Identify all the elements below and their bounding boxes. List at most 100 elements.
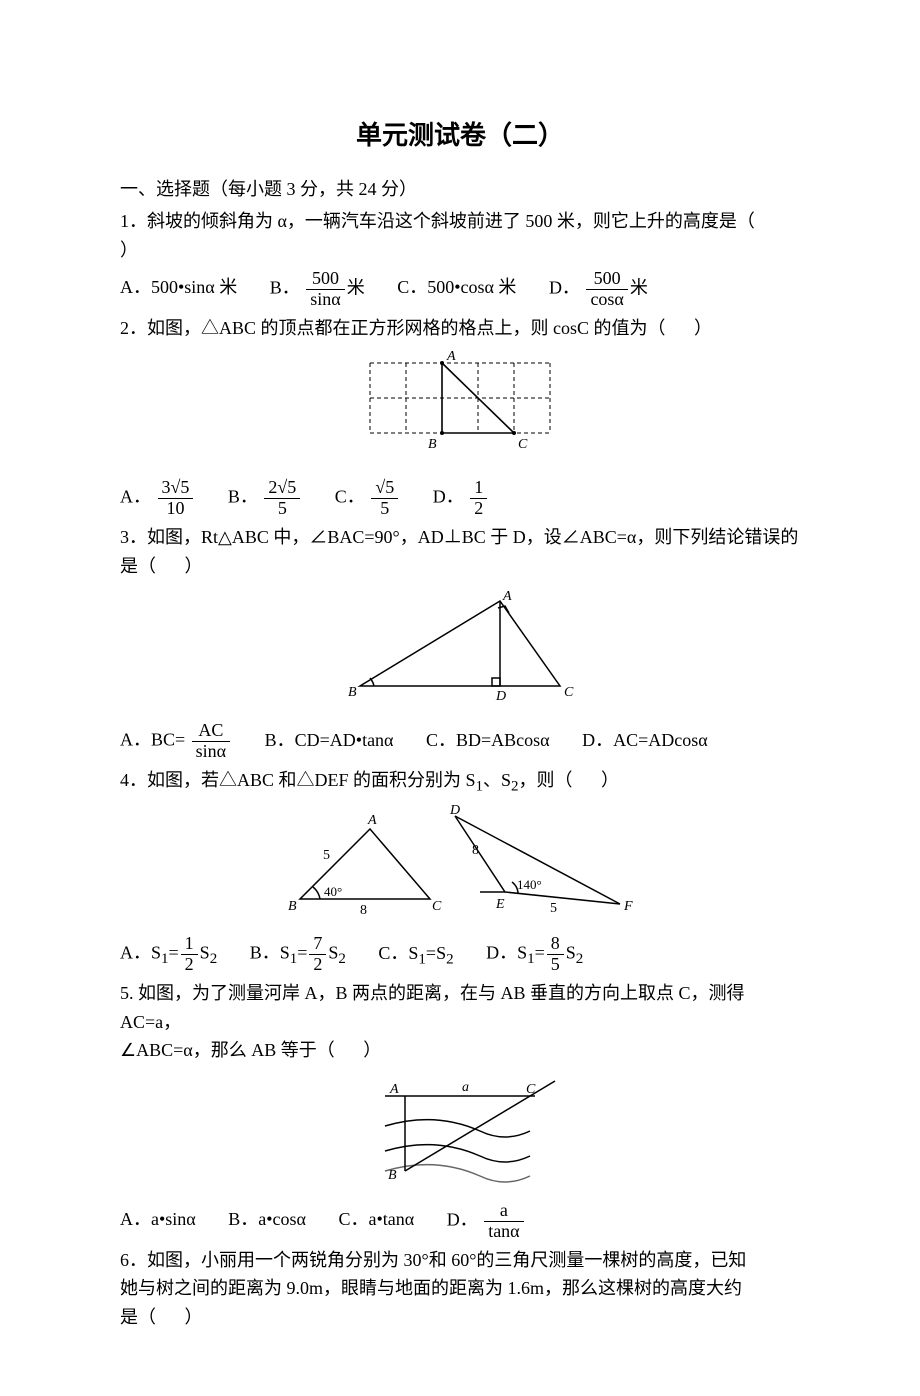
frac-den: 5 [264,499,300,519]
angle-140: 140° [517,877,542,892]
frac: 12 [181,934,198,975]
q4-option-d: D．S1=85S2 [486,934,583,975]
frac-num: 2√5 [264,478,300,499]
opt-label: C． [335,487,365,507]
opt-label: B．S [250,943,290,963]
label-B: B [428,437,437,452]
question-4: 4．如图，若△ABC 和△DEF 的面积分别为 S1、S2，则（ ） A B C… [120,766,800,975]
frac: 85 [547,934,564,975]
frac: 2√55 [264,478,300,519]
frac-num: √5 [371,478,398,499]
angle-40: 40° [324,884,342,899]
q5-options: A．a•sinα B．a•cosα C．a•tanα D． atanα [120,1201,800,1242]
label-A: A [389,1082,399,1097]
q1-option-a: A．500•sinα 米 [120,273,237,302]
frac-num: 7 [309,934,326,955]
q3-option-a: A．BC= ACsinα [120,721,232,762]
frac-num: 1 [181,934,198,955]
q5-line2: ∠ABC=α，那么 AB 等于（ ） [120,1036,800,1065]
frac-den: cosα [586,290,627,310]
sub: 1 [418,951,426,967]
s2: S [200,943,210,963]
frac-den: 2 [309,955,326,975]
frac-den: sinα [306,290,344,310]
q4-option-b: B．S1=72S2 [250,934,346,975]
question-5: 5. 如图，为了测量河岸 A，B 两点的距离，在与 AB 垂直的方向上取点 C，… [120,979,800,1242]
q3-figure: A B C D [120,586,800,715]
side-8b: 8 [472,843,479,858]
q1-text: 1．斜坡的倾斜角为 α，一辆汽车沿这个斜坡前进了 500 米，则它上升的高度是（ [120,211,755,231]
q1-d-suffix: 米 [630,277,648,297]
section-1-header: 一、选择题（每小题 3 分，共 24 分） [120,175,800,204]
q4-option-c: C．S1=S2 [378,939,453,972]
q1-options: A．500•sinα 米 B． 500 sinα 米 C．500•cosα 米 … [120,269,800,310]
label-B: B [388,1168,397,1183]
q4-options: A．S1=12S2 B．S1=72S2 C．S1=S2 D．S1=85S2 [120,934,800,975]
s2: S [566,943,576,963]
frac-den: 2 [470,499,487,519]
q6-line3: 是（ ） [120,1303,800,1332]
label-a: a [462,1080,469,1095]
q1-d-frac: 500 cosα [586,269,627,310]
frac: atanα [484,1201,523,1242]
side-8: 8 [360,903,367,918]
label-B: B [348,685,357,700]
opt-label: A． [120,487,151,507]
question-6: 6．如图，小丽用一个两锐角分别为 30°和 60°的三角尺测量一棵树的高度，已知… [120,1246,800,1332]
q5-l2-prefix: ∠ABC=α，那么 AB 等于（ [120,1040,335,1060]
label-D: D [495,689,506,704]
river-svg: A C B a [350,1071,570,1186]
sub: 2 [446,951,454,967]
label-C: C [526,1082,536,1097]
q3-options: A．BC= ACsinα B．CD=AD•tanα C．BD=ABcosα D．… [120,721,800,762]
q1-d-label: D． [549,277,580,297]
q6-l3-suffix: ） [185,1307,203,1327]
q4-option-a: A．S1=12S2 [120,934,217,975]
frac: 12 [470,478,487,519]
q1-text-end: ） [120,240,138,260]
s2: S [328,943,338,963]
label-A: A [446,349,456,364]
q1-b-label: B． [270,277,300,297]
frac-den: 5 [371,499,398,519]
label-D: D [449,804,460,818]
q5-option-b: B．a•cosα [228,1205,306,1234]
frac: √55 [371,478,398,519]
label-B: B [288,899,297,914]
frac-den: 10 [158,499,194,519]
frac-den: 2 [181,955,198,975]
frac-den: tanα [484,1222,523,1242]
label-C: C [432,899,442,914]
frac-den: sinα [192,742,230,762]
question-2: 2．如图，△ABC 的顶点都在正方形网格的格点上，则 cosC 的值为（ ） [120,314,800,519]
eq: = [297,943,307,963]
document-title: 单元测试卷（二） [120,115,800,157]
sub: 1 [161,951,169,967]
label-C: C [564,685,574,700]
sub: 2 [511,778,519,794]
eq: =S [426,943,446,963]
frac-num: AC [192,721,230,742]
q3-option-c: C．BD=ABcosα [426,726,550,755]
side-5b: 5 [550,901,557,916]
q2-text-end: ） [694,318,712,338]
q5-line1: 5. 如图，为了测量河岸 A，B 两点的距离，在与 AB 垂直的方向上取点 C，… [120,979,800,1037]
two-triangles-svg: A B C 40° 5 8 D E F 140° 8 5 [280,804,640,919]
sub: 2 [576,951,584,967]
frac-num: 1 [470,478,487,499]
label-A: A [502,589,512,604]
q4-text-2: 、S [483,770,511,790]
q1-option-b: B． 500 sinα 米 [270,269,365,310]
q1-b-frac: 500 sinα [306,269,344,310]
q2-options: A． 3√510 B． 2√55 C． √55 D． 12 [120,478,800,519]
sub: 2 [338,951,346,967]
q4-figure: A B C 40° 5 8 D E F 140° 8 5 [120,804,800,928]
opt-label: C．S [378,943,418,963]
q5-figure: A C B a [120,1071,800,1195]
label-A: A [367,813,377,828]
q2-figure: A B C [120,348,800,472]
sub: 2 [210,951,218,967]
label-F: F [623,899,633,914]
q1-option-d: D． 500 cosα 米 [549,269,648,310]
opt-label: D．S [486,943,527,963]
